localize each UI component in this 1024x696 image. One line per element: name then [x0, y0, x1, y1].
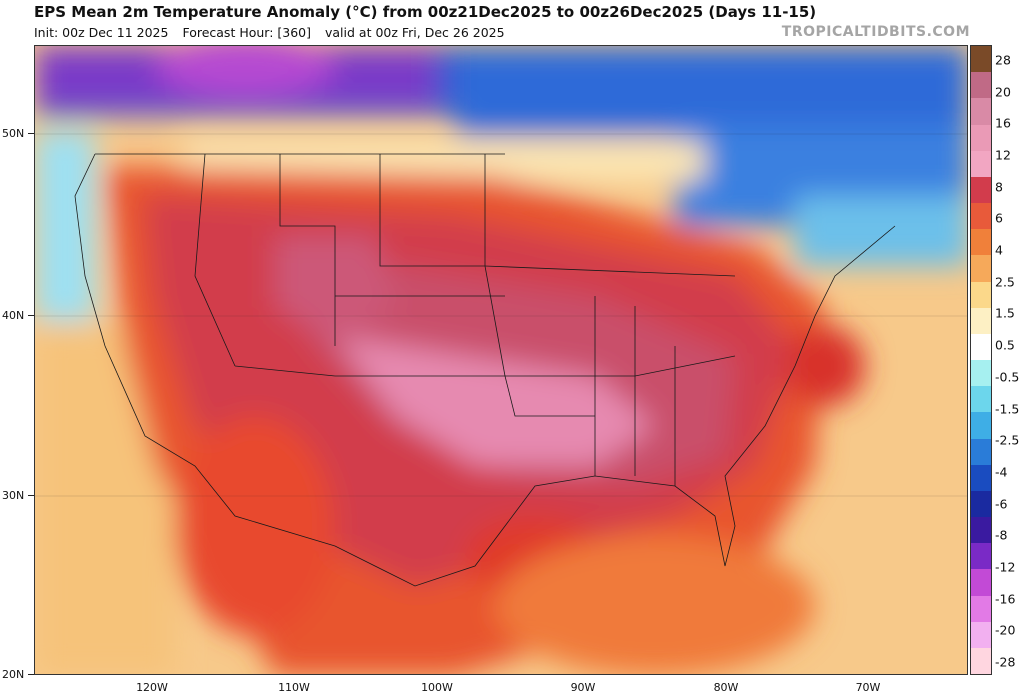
- colorbar-label: 1.5: [995, 305, 1015, 321]
- colorbar-label: -4: [995, 464, 1008, 480]
- colorbar-label: -6: [995, 496, 1008, 512]
- anomaly-colorbar: [970, 45, 992, 675]
- brand-watermark: TROPICALTIDBITS.COM: [781, 24, 970, 40]
- colorbar-swatch: [971, 150, 991, 178]
- colorbar-label: 6: [995, 210, 1003, 226]
- colorbar-swatch: [971, 647, 991, 675]
- map-title: EPS Mean 2m Temperature Anomaly (°C) fro…: [34, 3, 817, 21]
- colorbar-swatch: [971, 464, 991, 492]
- colorbar-swatch: [971, 203, 991, 230]
- colorbar-label: 20: [995, 84, 1011, 100]
- colorbar-swatch: [971, 412, 991, 439]
- lon-label-100w: 100W: [421, 681, 453, 694]
- state-boundaries: [74, 153, 896, 587]
- lon-label-70w: 70W: [855, 681, 881, 694]
- lat-label-40n: 40N: [2, 309, 25, 322]
- lon-label-120w: 120W: [136, 681, 168, 694]
- colorbar-label: 16: [995, 115, 1011, 131]
- valid-time: valid at 00z Fri, Dec 26 2025: [325, 25, 505, 40]
- colorbar-label: -28: [995, 654, 1016, 670]
- colorbar-swatch: [971, 543, 991, 570]
- colorbar-swatch: [971, 72, 991, 99]
- graticule: [35, 133, 967, 497]
- colorbar-label: 0.5: [995, 337, 1015, 353]
- colorbar-label: 2.5: [995, 274, 1015, 290]
- lat-tick: [28, 133, 34, 134]
- colorbar-swatch: [971, 281, 991, 309]
- colorbar-label: 4: [995, 242, 1003, 258]
- colorbar-swatch: [971, 621, 991, 649]
- lon-label-110w: 110W: [278, 681, 310, 694]
- colorbar-label: -12: [995, 559, 1016, 575]
- colorbar-swatch: [971, 517, 991, 544]
- map-subtitle: Init: 00z Dec 11 2025 Forecast Hour: [36…: [34, 25, 515, 40]
- lat-tick: [28, 674, 34, 675]
- colorbar-swatch: [971, 255, 991, 282]
- colorbar-swatch: [971, 333, 991, 361]
- init-time: Init: 00z Dec 11 2025: [34, 25, 169, 40]
- colorbar-swatch: [971, 124, 991, 152]
- colorbar-swatch: [971, 386, 991, 413]
- lon-label-90w: 90W: [570, 681, 596, 694]
- colorbar-label: -20: [995, 622, 1016, 638]
- lat-tick: [28, 495, 34, 496]
- lat-tick: [28, 315, 34, 316]
- colorbar-swatch: [971, 98, 991, 125]
- colorbar-swatch: [971, 569, 991, 596]
- lat-label-30n: 30N: [2, 489, 25, 502]
- lon-label-80w: 80W: [713, 681, 739, 694]
- colorbar-swatch: [971, 438, 991, 466]
- temperature-anomaly-map[interactable]: [34, 45, 968, 675]
- colorbar-label: 12: [995, 147, 1011, 163]
- forecast-hour: Forecast Hour: [360]: [182, 25, 312, 40]
- colorbar-swatch: [971, 595, 991, 623]
- colorbar-swatch: [971, 360, 991, 387]
- lat-label-20n: 20N: [2, 668, 25, 681]
- colorbar-label: -8: [995, 527, 1008, 543]
- lat-label-50n: 50N: [2, 127, 25, 140]
- colorbar-label: -1.5: [995, 401, 1020, 417]
- colorbar-swatch: [971, 307, 991, 335]
- colorbar-swatch: [971, 490, 991, 518]
- map-canvas: [35, 46, 967, 674]
- colorbar-swatch: [971, 229, 991, 256]
- colorbar-label: 8: [995, 179, 1003, 195]
- colorbar-label: 28: [995, 52, 1011, 68]
- colorbar-label: -2.5: [995, 432, 1020, 448]
- colorbar-label: -16: [995, 591, 1016, 607]
- colorbar-swatch: [971, 176, 991, 204]
- anomaly-field: [35, 46, 967, 674]
- colorbar-label: -0.5: [995, 369, 1020, 385]
- colorbar-swatch: [971, 46, 991, 73]
